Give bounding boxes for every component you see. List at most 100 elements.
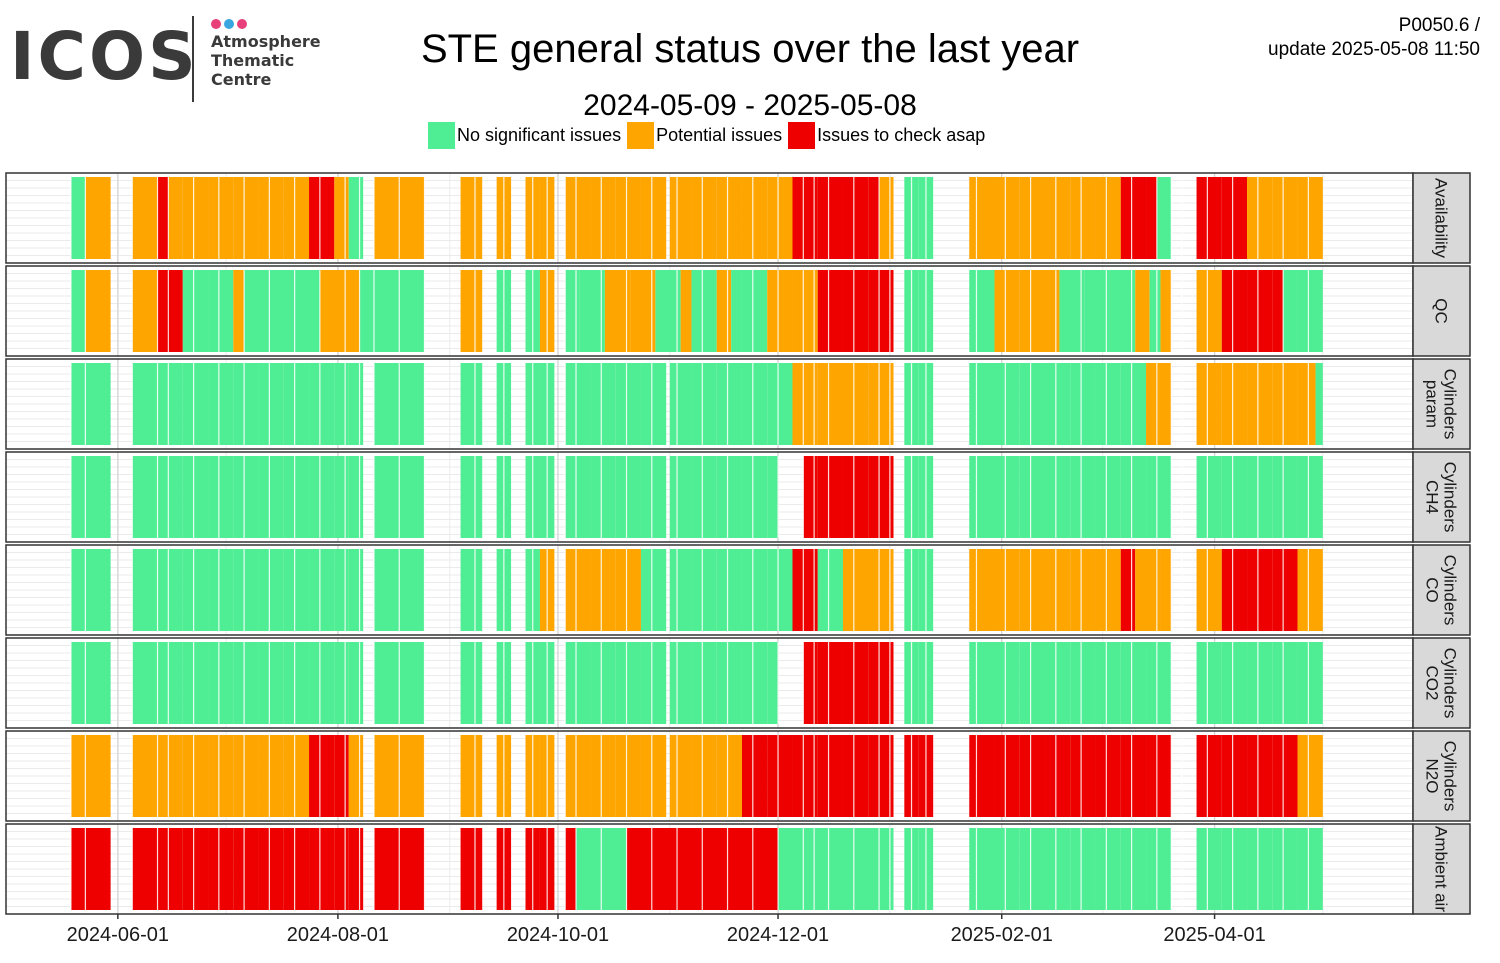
status-cell (85, 735, 111, 817)
status-cell (626, 828, 652, 910)
status-cell (1045, 177, 1071, 259)
status-cell (182, 363, 209, 445)
status-cell (1297, 549, 1323, 631)
logo-subtitle-line-3: Centre (211, 70, 272, 89)
status-cell (70, 642, 86, 724)
status-cell (590, 363, 616, 445)
status-cell (373, 549, 400, 631)
status-cell (208, 456, 234, 538)
status-cell (334, 456, 349, 538)
legend-item-no-issues: No significant issues (428, 121, 622, 149)
status-cell (565, 828, 577, 910)
status-cell (132, 456, 158, 538)
status-cell (1070, 363, 1096, 445)
status-cell (373, 456, 400, 538)
icos-logo: ICOS Atmosphere Thematic Centre (10, 14, 330, 106)
status-cell (1247, 270, 1273, 352)
status-cell (283, 456, 310, 538)
status-cell (157, 828, 183, 910)
status-cell (969, 735, 995, 817)
status-cell (1070, 828, 1096, 910)
status-cell (1019, 456, 1046, 538)
status-cell (868, 177, 880, 259)
status-cell (258, 642, 284, 724)
status-cell (1019, 363, 1046, 445)
status-cell (1070, 735, 1096, 817)
status-cell (208, 549, 234, 631)
status-cell (994, 735, 1020, 817)
date-range: 2024-05-09 - 2025-05-08 (583, 89, 917, 122)
facet-label-line: param (1423, 380, 1442, 428)
status-cell (727, 828, 753, 910)
facet-label-line: Cylinders (1441, 462, 1460, 533)
legend-label-no-issues: No significant issues (457, 124, 622, 145)
status-cell (132, 177, 158, 259)
status-cell (601, 828, 627, 910)
status-cell (283, 735, 310, 817)
facet-strip (1412, 823, 1471, 915)
status-cell (579, 270, 605, 352)
status-cell (1160, 549, 1172, 631)
facet-label-line: Ambient air (1432, 826, 1451, 912)
facet-label-line: Cylinders (1441, 555, 1460, 626)
status-cell (640, 456, 667, 538)
status-cell (334, 828, 349, 910)
status-cell (348, 177, 364, 259)
status-cell (853, 549, 880, 631)
status-cell (1247, 828, 1273, 910)
status-cell (1019, 642, 1046, 724)
status-cell (1045, 363, 1071, 445)
status-cell (208, 270, 234, 352)
status-cell (691, 177, 717, 259)
status-cell (348, 735, 364, 817)
status-cell (294, 270, 320, 352)
status-cell (702, 828, 728, 910)
status-cell (157, 735, 183, 817)
facet-strip (1412, 637, 1471, 729)
status-cell (1315, 363, 1323, 445)
status-cell (1045, 456, 1071, 538)
status-cell (669, 177, 692, 259)
status-cell (85, 549, 111, 631)
status-cell (879, 828, 894, 910)
status-cell (1247, 549, 1273, 631)
status-cell (460, 456, 483, 538)
status-cell (651, 828, 678, 910)
version-info: P0050.6 / update 2025-05-08 11:50 (1268, 14, 1480, 62)
status-cell (1283, 270, 1298, 352)
facet-strip (1412, 451, 1471, 543)
status-cell (655, 270, 681, 352)
status-cell (168, 177, 183, 259)
facet-strip (1412, 172, 1471, 264)
status-cell (716, 456, 742, 538)
status-cell (1019, 549, 1046, 631)
status-cell (208, 363, 234, 445)
status-cell (1120, 828, 1147, 910)
status-cell (1221, 363, 1248, 445)
status-cell (615, 177, 641, 259)
x-tick-label: 2025-04-01 (1163, 924, 1265, 946)
status-cell (460, 177, 483, 259)
status-cell (590, 642, 616, 724)
status-cell (741, 456, 768, 538)
status-cell (348, 642, 364, 724)
status-cell (85, 642, 111, 724)
facet-panel: CylindersCO (5, 544, 1471, 636)
status-cell (258, 735, 284, 817)
facet-panel: CylindersCO2 (5, 637, 1471, 729)
status-cell (283, 363, 310, 445)
logo-wordmark: ICOS (10, 18, 199, 95)
status-cell (399, 456, 425, 538)
status-cell (309, 363, 335, 445)
status-cell (208, 642, 234, 724)
logo-subtitle-line-1: Atmosphere (211, 32, 321, 51)
status-cell (842, 363, 869, 445)
logo-subtitle-line-2: Thematic (211, 51, 295, 70)
status-cell (399, 642, 425, 724)
status-cell (399, 363, 425, 445)
logo-dot-2 (224, 19, 234, 29)
status-cell (817, 456, 843, 538)
status-cell (1297, 642, 1323, 724)
status-cell (182, 270, 209, 352)
facet-label: Availability (1432, 178, 1451, 259)
